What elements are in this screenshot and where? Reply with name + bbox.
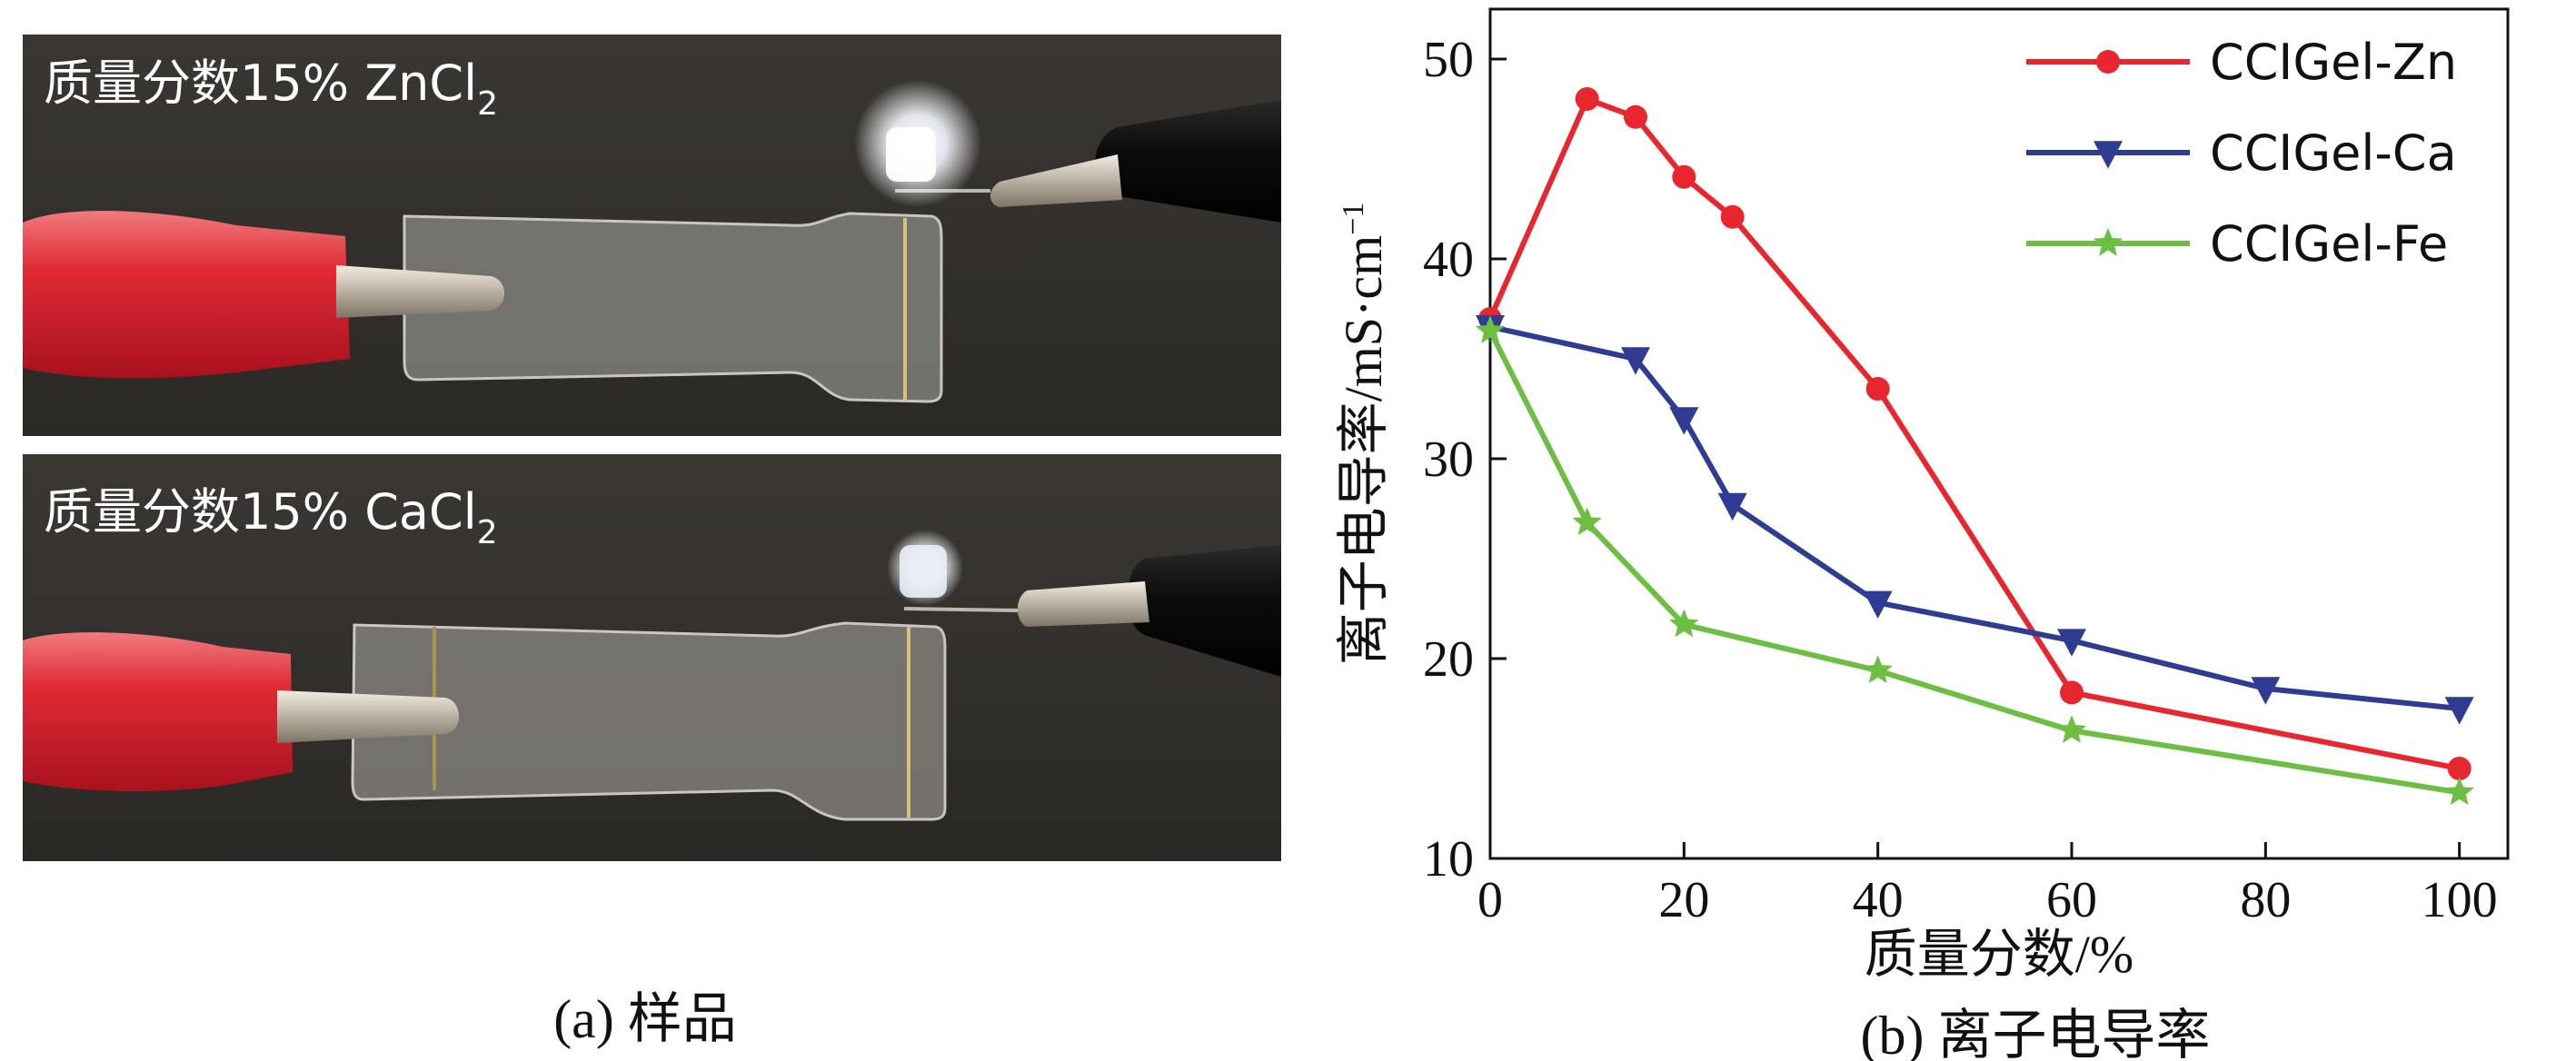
series-line-ccigel-ca: [1489, 323, 2460, 711]
data-point-ccigel-fe: [1863, 655, 1893, 683]
series-line-ccigel-fe: [1487, 329, 2461, 796]
data-point-ccigel-ca: [1669, 407, 1699, 435]
gel-sample-top: [403, 212, 943, 403]
axis-ticks: 0 20 40 60 80 100 10 20 30 40 50: [1423, 32, 2498, 928]
black-clip-top: [1094, 100, 1281, 223]
data-point-ccigel-fe: [1669, 609, 1699, 638]
data-point-ccigel-ca: [2251, 677, 2281, 705]
red-clip-top: [23, 211, 350, 379]
legend-marker: [2096, 50, 2120, 74]
x-tick-label: 20: [1658, 872, 1709, 928]
caption-b: (b) 离子电导率: [1861, 1006, 2211, 1061]
alligator-tip-top: [336, 265, 504, 318]
x-tick-label: 0: [1477, 872, 1503, 928]
legend-item-ccigel-ca: CCIGel-Ca: [2026, 124, 2457, 182]
data-point-ccigel-ca: [1717, 492, 1747, 521]
x-tick-label: 80: [2240, 872, 2291, 928]
y-tick-label: 50: [1423, 32, 1474, 88]
black-clip-bottom: [1127, 545, 1281, 677]
series-line-ccigel-zn: [1487, 96, 2461, 771]
data-point-ccigel-zn: [1672, 164, 1696, 189]
data-point-ccigel-ca: [1621, 347, 1650, 375]
data-point-ccigel-ca: [2057, 629, 2086, 657]
legend-item-ccigel-fe: CCIGel-Fe: [2026, 215, 2448, 273]
legend-label: CCIGel-Ca: [2210, 124, 2457, 182]
series-ccigel-zn: [1478, 87, 2472, 780]
photo-bottom-label: 质量分数15% CaCl2: [44, 483, 498, 551]
plot-frame: [1488, 7, 2510, 860]
data-point-ccigel-zn: [1575, 87, 1599, 111]
y-tick-label: 40: [1423, 232, 1474, 288]
legend-marker: [2093, 228, 2123, 256]
data-point-ccigel-fe: [2056, 715, 2087, 743]
data-point-ccigel-zn: [2447, 757, 2472, 780]
data-point-ccigel-zn: [2060, 680, 2084, 705]
series-layer: [1475, 87, 2474, 806]
caption-a: (a) 样品: [553, 989, 737, 1049]
data-point-ccigel-zn: [1624, 104, 1647, 129]
gel-sample-bottom: [351, 621, 947, 821]
y-tick-label: 20: [1423, 631, 1474, 688]
data-point-ccigel-zn: [1720, 204, 1745, 229]
y-tick-label: 30: [1423, 431, 1474, 488]
legend: CCIGel-Zn CCIGel-Ca CCIGel-Fe: [2026, 34, 2457, 273]
x-axis-label: 质量分数/%: [1865, 925, 2133, 984]
data-point-ccigel-zn: [1865, 377, 1890, 401]
x-tick-label: 60: [2046, 872, 2097, 928]
y-tick-label: 10: [1423, 831, 1474, 887]
data-point-ccigel-ca: [2444, 697, 2474, 725]
data-point-ccigel-fe: [1572, 507, 1602, 536]
legend-label: CCIGel-Zn: [2210, 34, 2457, 91]
photo-top-label: 质量分数15% ZnCl2: [44, 55, 498, 123]
series-ccigel-fe: [1475, 315, 2474, 806]
legend-item-ccigel-zn: CCIGel-Zn: [2026, 34, 2457, 91]
legend-marker: [2094, 141, 2123, 169]
data-point-ccigel-fe: [2444, 777, 2474, 806]
legend-label: CCIGel-Fe: [2210, 215, 2448, 273]
data-point-ccigel-fe: [1475, 315, 1506, 343]
red-clip-bottom: [23, 632, 293, 792]
photo-bottom: 质量分数15% CaCl2: [23, 454, 1281, 861]
conductivity-chart: 0 20 40 60 80 100 10 20 30 40 50 CCIGel-Zn CCIGel-C…: [1334, 7, 2510, 984]
x-tick-label: 100: [2422, 872, 2498, 928]
data-point-ccigel-ca: [1863, 590, 1893, 619]
photo-top: 质量分数15% ZnCl2: [23, 35, 1281, 436]
y-axis-label: 离子电导率/mS·cm−1: [1334, 203, 1393, 666]
alligator-tip-bottom: [277, 690, 459, 743]
x-tick-label: 40: [1853, 872, 1904, 928]
series-ccigel-ca: [1476, 315, 2474, 725]
